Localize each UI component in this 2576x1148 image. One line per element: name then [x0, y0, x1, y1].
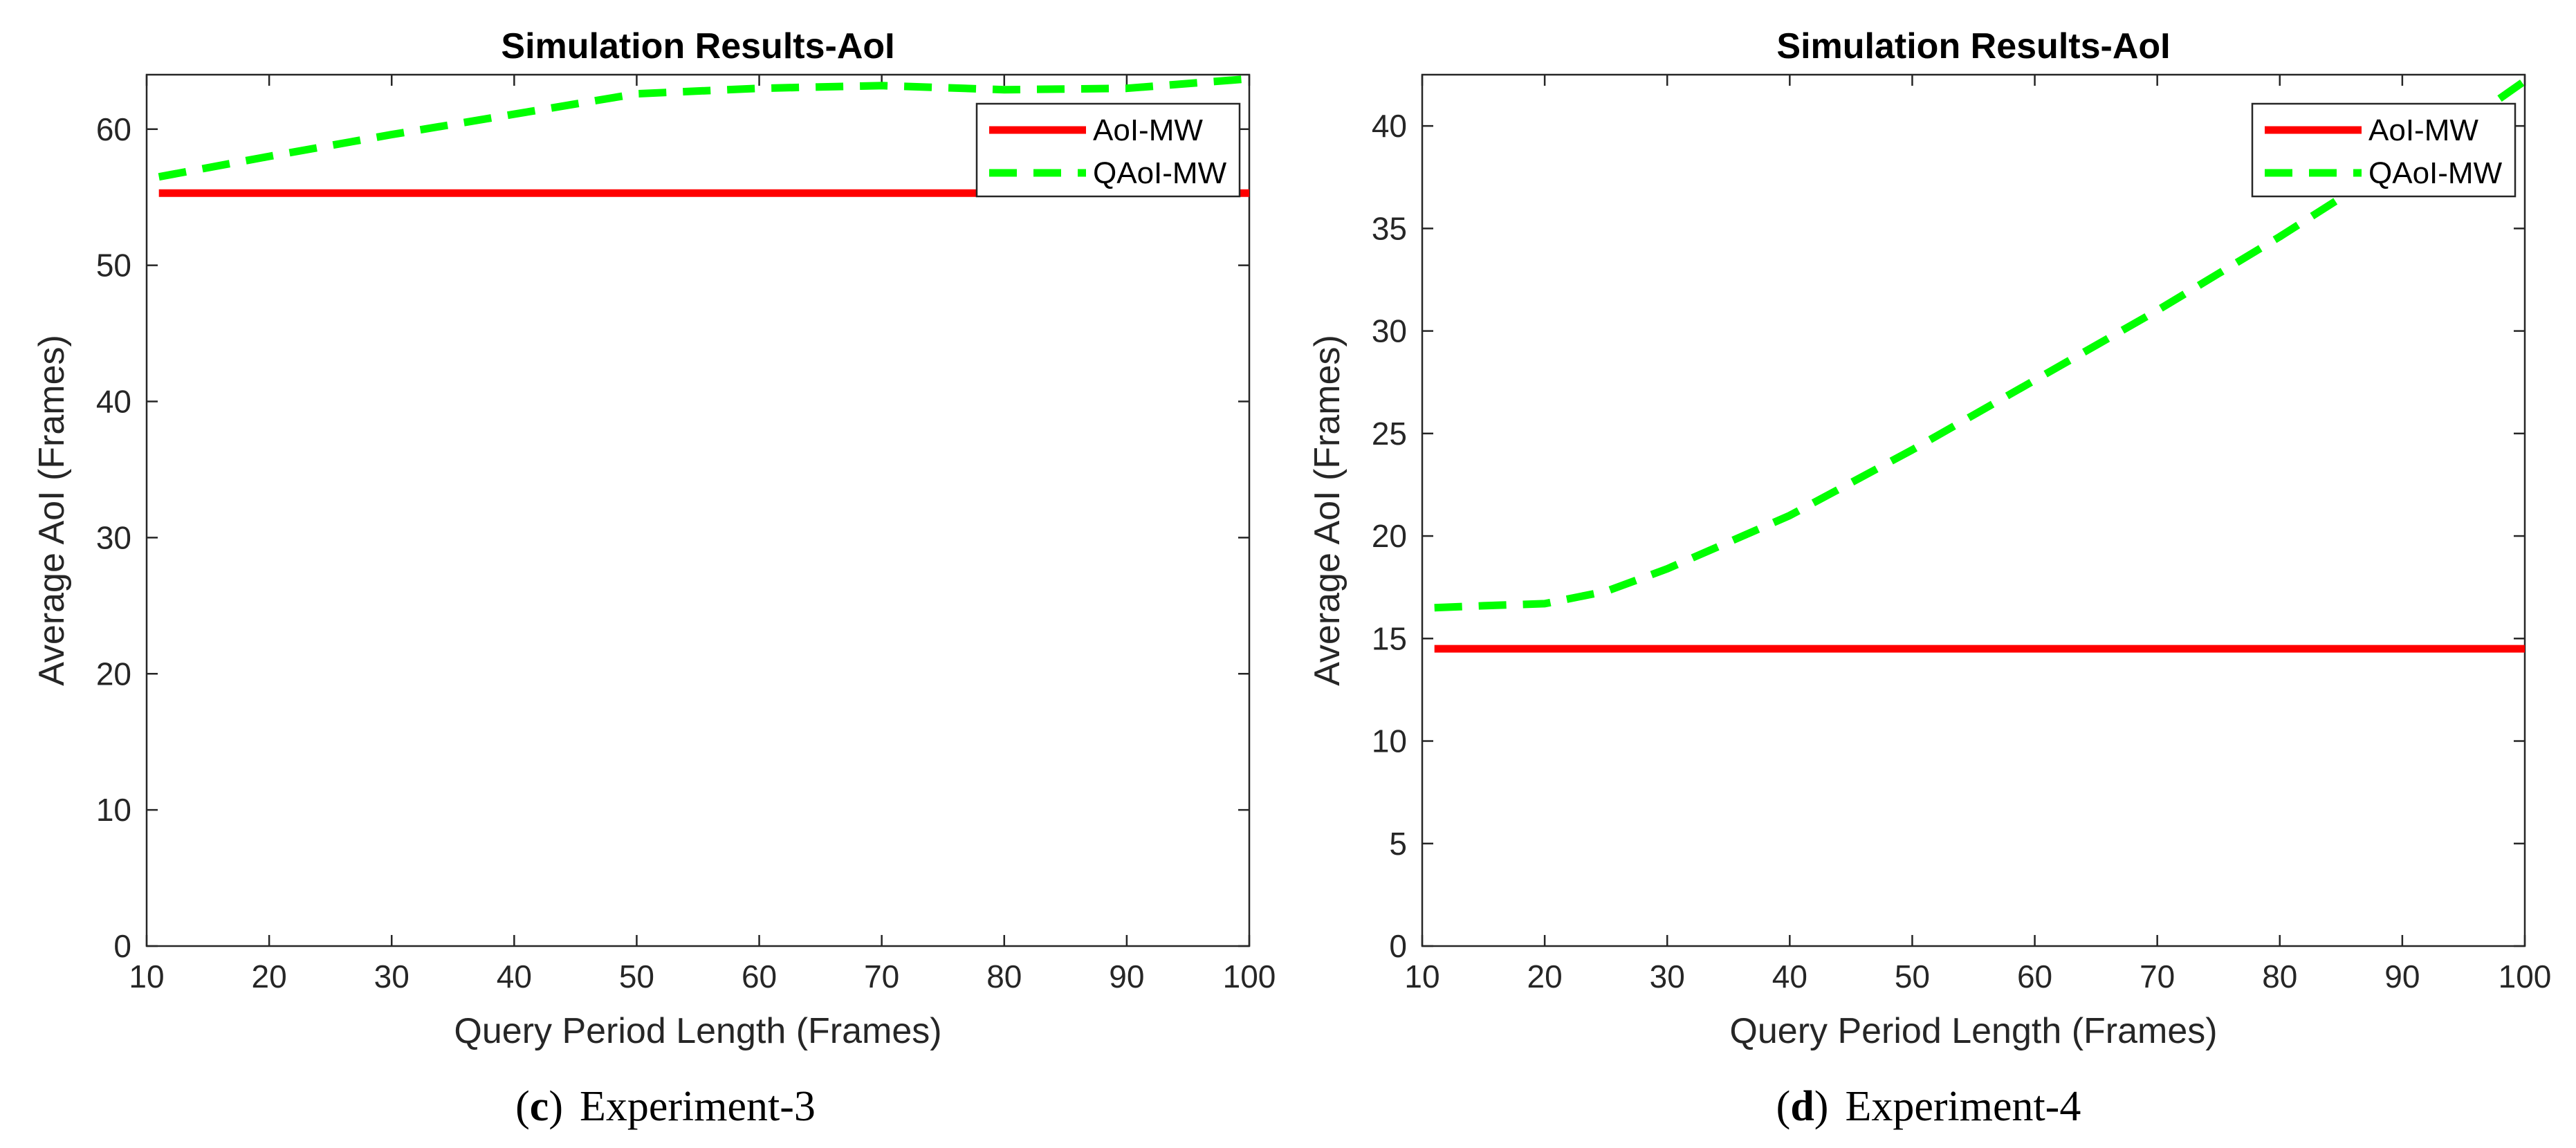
x-tick-label: 30	[374, 959, 410, 994]
y-tick-label: 20	[96, 656, 131, 692]
x-tick-label: 40	[497, 959, 532, 994]
legend: AoI-MW QAoI-MW	[975, 102, 1241, 198]
y-tick-label: 40	[1372, 108, 1407, 144]
y-tick-label: 5	[1389, 826, 1407, 862]
x-tick-label: 10	[1404, 959, 1439, 994]
y-axis-label: Average AoI (Frames)	[1307, 335, 1347, 686]
x-tick-label: 70	[864, 959, 899, 994]
chart-title: Simulation Results-AoI	[1776, 26, 2170, 66]
x-tick-label: 90	[1109, 959, 1144, 994]
y-tick-label: 10	[1372, 723, 1407, 759]
caption-text: Experiment-4	[1845, 1083, 2081, 1130]
x-tick-label: 50	[619, 959, 654, 994]
series-line-qaoi-mw	[158, 75, 1249, 181]
legend-box	[2251, 102, 2517, 198]
y-tick-label: 20	[1372, 518, 1407, 554]
caption-paren-close: )	[549, 1083, 563, 1130]
figure-caption: (c) Experiment-3	[515, 1083, 816, 1130]
legend-label: AoI-MW	[2368, 113, 2478, 147]
caption-text: Experiment-3	[580, 1083, 816, 1130]
y-axis-label: Average AoI (Frames)	[32, 335, 72, 686]
legend-label: QAoI-MW	[2368, 156, 2503, 190]
caption-letter: d	[1790, 1083, 1814, 1130]
series-line-qaoi-mw	[1434, 77, 2525, 612]
legend-label: AoI-MW	[1093, 113, 1203, 147]
legend-box	[975, 102, 1241, 198]
x-axis-label: Query Period Length (Frames)	[1729, 1011, 2217, 1051]
x-tick-label: 80	[986, 959, 1022, 994]
legend: AoI-MW QAoI-MW	[2251, 102, 2517, 198]
plot-area	[145, 73, 1251, 947]
x-tick-label: 80	[2262, 959, 2297, 994]
x-tick-label: 70	[2140, 959, 2175, 994]
x-tick-label: 60	[2017, 959, 2052, 994]
legend-label: QAoI-MW	[1093, 156, 1227, 190]
caption-letter: c	[530, 1083, 549, 1130]
x-tick-label: 10	[129, 959, 164, 994]
x-tick-label: 20	[1527, 959, 1563, 994]
x-tick-label: 20	[252, 959, 287, 994]
y-tick-label: 10	[96, 792, 131, 828]
y-tick-label: 50	[96, 248, 131, 284]
caption-paren-open: (	[515, 1083, 530, 1130]
y-tick-label: 35	[1372, 210, 1407, 246]
plot-area	[1421, 73, 2526, 947]
x-tick-label: 90	[2384, 959, 2420, 994]
y-tick-label: 15	[1372, 620, 1407, 656]
y-tick-label: 40	[96, 384, 131, 420]
y-tick-label: 60	[96, 111, 131, 147]
x-tick-label: 100	[2499, 959, 2552, 994]
x-tick-label: 40	[1772, 959, 1807, 994]
x-tick-label: 60	[742, 959, 777, 994]
figure-caption: (d) Experiment-4	[1776, 1083, 2081, 1130]
y-tick-label: 0	[1389, 928, 1407, 964]
chart-title: Simulation Results-AoI	[501, 26, 894, 66]
caption-paren-close: )	[1814, 1083, 1829, 1130]
caption-paren-open: (	[1776, 1083, 1791, 1130]
chart-panel-0: Simulation Results-AoI 10 20 30 40 50 60 70 80 90…	[32, 26, 1276, 1130]
x-tick-label: 50	[1895, 959, 1930, 994]
y-tick-label: 30	[1372, 313, 1407, 349]
x-axis-label: Query Period Length (Frames)	[454, 1011, 941, 1051]
y-tick-label: 25	[1372, 416, 1407, 452]
y-tick-label: 0	[113, 928, 131, 964]
x-tick-label: 30	[1650, 959, 1685, 994]
x-tick-label: 100	[1223, 959, 1276, 994]
y-tick-label: 30	[96, 519, 131, 555]
